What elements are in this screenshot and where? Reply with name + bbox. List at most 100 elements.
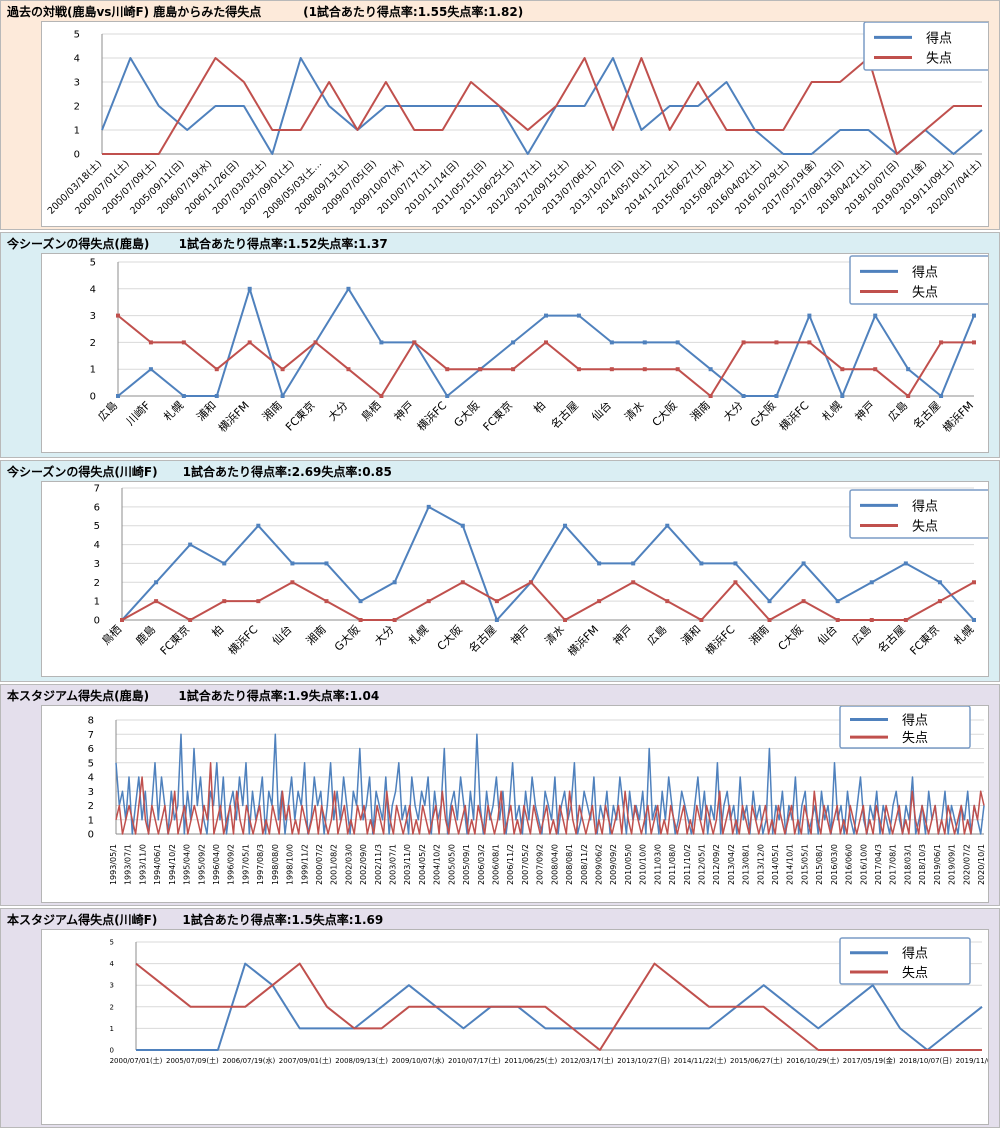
data-point-concede: [222, 599, 227, 604]
x-tick-label: 2008/08/1: [565, 844, 574, 885]
data-point-concede: [188, 618, 193, 622]
x-tick-label: 2016/03/0: [830, 844, 839, 885]
x-tick-label: 横浜FC: [702, 622, 738, 658]
x-tick-label: 大分: [720, 398, 745, 423]
data-point-concede: [256, 599, 261, 604]
x-tick-label: 2010/05/0: [624, 844, 633, 885]
data-point-score: [869, 580, 874, 585]
y-tick-label: 6: [94, 502, 100, 513]
x-tick-label: 名古屋: [548, 398, 581, 431]
x-tick-label: 2011/06/25(土): [504, 1056, 557, 1065]
y-tick-label: 0: [90, 392, 96, 403]
legend-label-concede: 失点: [926, 52, 952, 67]
x-tick-label: 2007/09/2: [536, 844, 545, 885]
x-tick-label: 1997/05/1: [241, 844, 250, 885]
x-tick-label: 名古屋: [910, 398, 943, 431]
data-point-concede: [313, 340, 318, 345]
data-point-score: [280, 394, 285, 398]
x-tick-label: 柏: [209, 622, 227, 640]
panel-title: 本スタジアム得失点(川崎F) 1試合あたり得点率:1.5失点率:1.69: [7, 913, 384, 927]
y-tick-label: 1: [110, 1025, 114, 1033]
legend-label-score: 得点: [902, 712, 928, 728]
data-point-concede: [835, 618, 840, 622]
data-point-score: [807, 313, 812, 318]
data-point-concede: [426, 599, 431, 604]
data-point-concede: [563, 618, 568, 622]
x-tick-label: 2018/03/1: [903, 844, 912, 885]
panel-title: 本スタジアム得失点(鹿島) 1試合あたり得点率:1.9失点率:1.04: [7, 689, 380, 703]
y-tick-label: 4: [90, 284, 96, 295]
data-point-score: [873, 313, 878, 318]
x-tick-label: 2000/07/01(土): [110, 1056, 163, 1065]
y-tick-label: 5: [94, 521, 100, 532]
x-tick-label: 2012/09/2: [712, 844, 721, 885]
x-tick-label: 1996/09/2: [227, 844, 236, 885]
data-point-score: [576, 313, 581, 318]
x-tick-label: 1993/11/0: [138, 844, 147, 885]
x-tick-label: G大阪: [451, 398, 482, 429]
data-point-concede: [460, 580, 465, 585]
series-line-concede: [102, 57, 982, 155]
x-tick-label: FC東京: [282, 398, 317, 433]
x-tick-label: 2013/04/2: [727, 844, 736, 885]
x-tick-label: 2006/08/1: [492, 844, 501, 885]
x-tick-label: FC東京: [480, 398, 515, 433]
data-point-concede: [544, 340, 548, 345]
data-point-concede: [972, 340, 976, 345]
x-tick-label: C大阪: [434, 622, 465, 653]
x-tick-label: 2015/06/27(土): [730, 1056, 783, 1065]
x-tick-label: 1994/06/1: [153, 844, 162, 885]
x-tick-label: 2014/05/1: [771, 844, 780, 885]
data-point-score: [741, 394, 746, 398]
data-point-concede: [154, 599, 159, 604]
y-tick-label: 2: [90, 338, 96, 349]
data-point-score: [222, 561, 227, 566]
data-point-concede: [675, 367, 680, 372]
data-point-score: [154, 580, 159, 585]
x-tick-label: 1995/09/2: [197, 844, 206, 885]
data-point-score: [544, 313, 548, 318]
x-tick-label: 湘南: [303, 622, 328, 647]
data-point-score: [511, 340, 516, 345]
y-tick-label: 2: [88, 801, 94, 812]
panel-head-to-head: 過去の対戦(鹿島vs川崎F) 鹿島からみた得失点 (1試合あたり得点率:1.55…: [0, 0, 1000, 230]
y-tick-label: 1: [88, 815, 94, 826]
x-tick-label: 2014/10/1: [786, 844, 795, 885]
data-point-concede: [494, 599, 499, 604]
data-point-concede: [445, 367, 450, 372]
x-tick-label: 2004/05/2: [418, 844, 427, 885]
panel-season-kawasaki: 今シーズンの得失点(川崎F) 1試合あたり得点率:2.69失点率:0.85 0 1…: [0, 460, 1000, 682]
x-tick-label: 広島: [95, 398, 120, 423]
data-point-concede: [116, 313, 120, 318]
data-point-score: [247, 286, 252, 291]
series-line-score: [136, 962, 983, 1051]
data-point-concede: [392, 618, 397, 622]
data-point-concede: [576, 367, 581, 372]
data-point-concede: [665, 599, 670, 604]
x-tick-label: 2017/05/19(金): [843, 1056, 896, 1065]
x-tick-label: 1993/05/1: [109, 844, 118, 885]
data-point-score: [840, 394, 845, 398]
data-point-score: [699, 561, 704, 566]
y-tick-label: 4: [110, 960, 115, 968]
x-tick-label: 湘南: [746, 622, 771, 647]
data-point-concede: [642, 367, 647, 372]
x-tick-label: 2006/03/2: [477, 844, 486, 885]
line-chart-stadium-kashima: 0 1 2 3 4 5 6 7 8 1993/05/1 1993/07/1 1993/11/0 1994…: [88, 706, 986, 885]
x-tick-label: 2009/09/2: [609, 844, 618, 885]
data-point-score: [642, 340, 647, 345]
x-tick-label: 2013/08/1: [742, 844, 751, 885]
panel-stadium-kawasaki: 本スタジアム得失点(川崎F) 1試合あたり得点率:1.5失点率:1.69 0 1 2…: [0, 908, 1000, 1128]
x-tick-label: 2004/10/2: [433, 844, 442, 885]
x-tick-label: 2019/09/1: [948, 844, 957, 885]
x-tick-label: 柏: [530, 398, 548, 416]
x-tick-label: 2017/04/3: [874, 844, 883, 885]
data-point-score: [609, 340, 614, 345]
x-tick-label: 1994/10/2: [168, 844, 177, 885]
x-tick-label: 横浜FC: [414, 398, 450, 434]
y-tick-label: 3: [74, 78, 80, 89]
x-tick-label: 横浜FM: [939, 398, 976, 435]
data-point-score: [835, 599, 840, 604]
